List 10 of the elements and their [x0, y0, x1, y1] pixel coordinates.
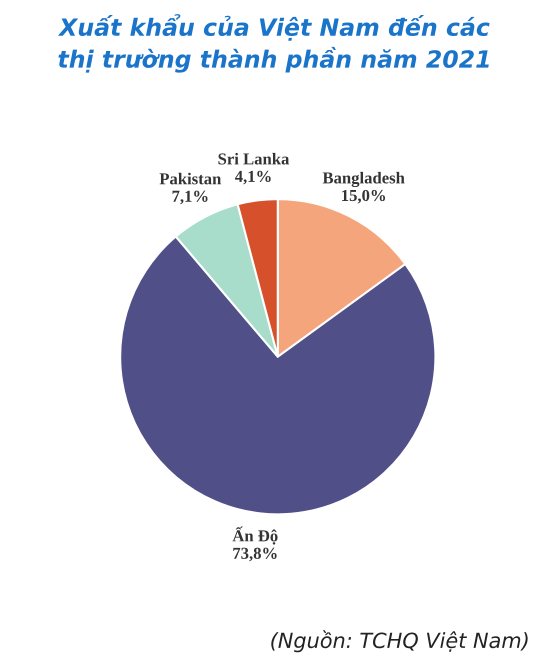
- slice-label: Pakistan: [160, 172, 222, 184]
- data-label: 4,1%: [234, 170, 271, 184]
- slice-label: Ấn Độ: [232, 526, 278, 545]
- data-label: 73,8%: [233, 548, 277, 562]
- text: (Nguồn: TCHQ Việt Nam): [271, 630, 528, 652]
- slice-label: Bangladesh: [322, 172, 405, 188]
- data-label: 7,1%: [172, 190, 208, 204]
- chart-title: Xuất khẩu của Việt Nam đến các thị trường thành phần năm 2021: [58, 14, 490, 73]
- data-label: 15,0%: [342, 190, 386, 204]
- slice-label: Sri Lanka: [218, 152, 290, 165]
